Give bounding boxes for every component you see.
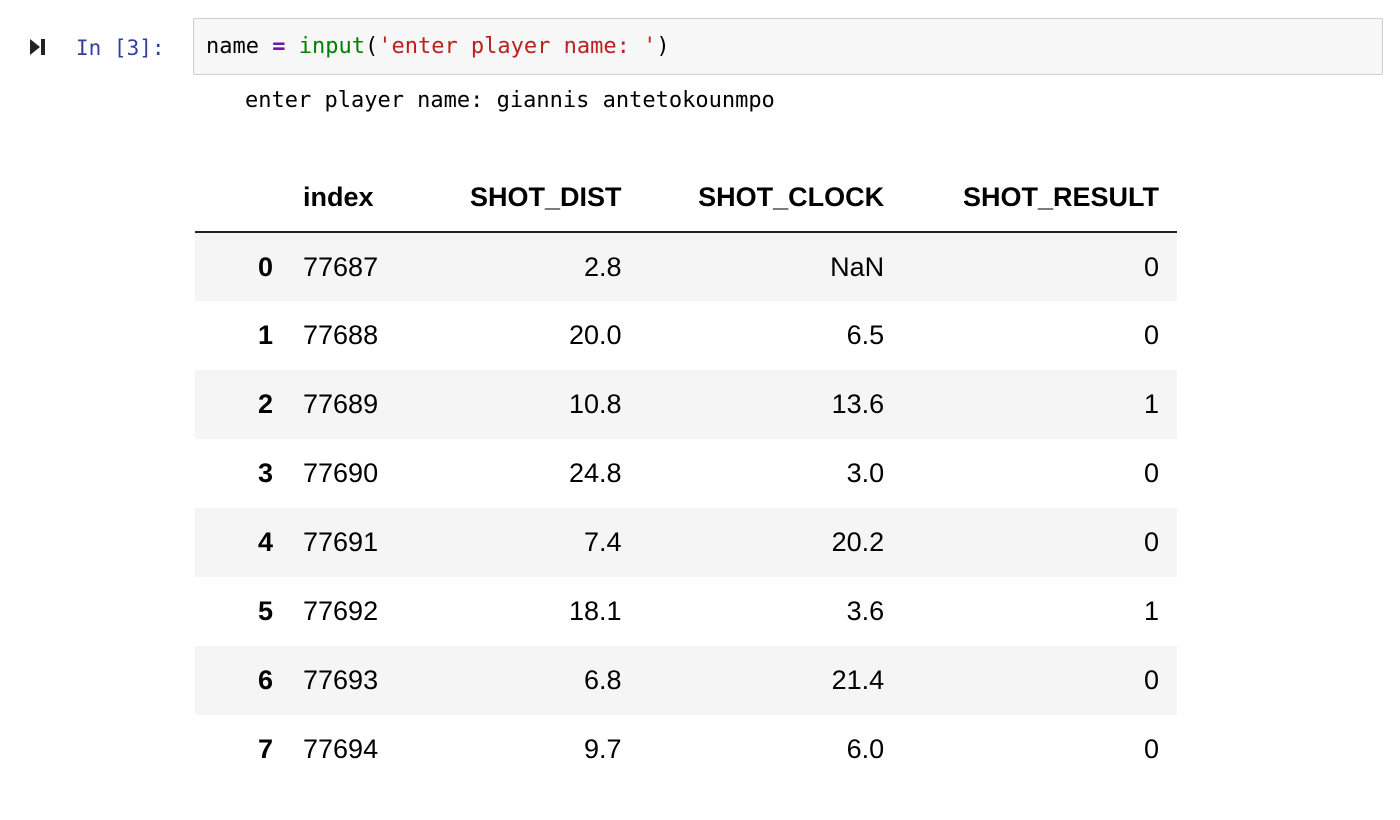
table-cell: 3.0 — [846, 458, 885, 488]
table-cell: 6.5 — [846, 320, 885, 350]
run-cell-icon[interactable] — [27, 36, 49, 58]
table-cell: 20.0 — [568, 320, 622, 350]
table-cell: 18.1 — [568, 596, 622, 626]
code-line: name = input('enter player name: ') — [206, 34, 670, 59]
table-row: 2 77689 10.8 13.6 1 — [195, 370, 1177, 439]
table-row: 1 77688 20.0 6.5 0 — [195, 301, 1177, 370]
column-header-shot-dist: SHOT_DIST — [418, 163, 640, 233]
dataframe-body: 0 77687 2.8 NaN 0 1 77688 20.0 6.5 0 2 7… — [195, 232, 1177, 784]
code-variable: name — [206, 34, 259, 59]
table-row: 0 77687 2.8 NaN 0 — [195, 232, 1177, 301]
table-row: 4 77691 7.4 20.2 0 — [195, 508, 1177, 577]
table-cell: 0 — [1143, 251, 1159, 282]
row-label: 6 — [257, 665, 273, 695]
table-cell: 0 — [1143, 458, 1159, 488]
table-cell: 3.6 — [846, 596, 885, 626]
dataframe-header: index SHOT_DIST SHOT_CLOCK SHOT_RESULT — [195, 163, 1177, 233]
table-cell: 0 — [1143, 734, 1159, 764]
table-cell: 77690 — [303, 458, 379, 488]
table-cell: 6.0 — [846, 734, 885, 764]
table-row: 6 77693 6.8 21.4 0 — [195, 646, 1177, 715]
column-header-shot-result: SHOT_RESULT — [902, 163, 1177, 233]
table-cell: 24.8 — [568, 458, 622, 488]
table-cell: 7.4 — [583, 527, 622, 557]
table-cell: 77693 — [303, 665, 379, 695]
table-cell: 2.8 — [583, 251, 622, 282]
table-cell: 0 — [1143, 665, 1159, 695]
table-cell: 21.4 — [831, 665, 885, 695]
input-prompt: In [3]: — [76, 36, 165, 60]
table-cell: 9.7 — [583, 734, 622, 764]
table-cell: 77688 — [303, 320, 379, 350]
row-label: 2 — [257, 389, 273, 419]
table-cell: 13.6 — [831, 389, 885, 419]
table-cell: 77689 — [303, 389, 379, 419]
column-header-shot-clock: SHOT_CLOCK — [639, 163, 903, 233]
table-row: 3 77690 24.8 3.0 0 — [195, 439, 1177, 508]
dataframe-table: index SHOT_DIST SHOT_CLOCK SHOT_RESULT 0… — [195, 163, 1177, 784]
table-cell: 1 — [1143, 596, 1159, 626]
row-label: 0 — [257, 251, 273, 282]
table-cell: 77691 — [303, 527, 379, 557]
row-label: 1 — [257, 320, 273, 350]
table-cell: 10.8 — [568, 389, 622, 419]
column-header-index: index — [291, 163, 419, 233]
code-string: 'enter player name: ' — [378, 34, 657, 59]
table-cell: 0 — [1143, 527, 1159, 557]
cell-stdout: enter player name: giannis antetokounmpo — [245, 88, 775, 113]
table-cell: 0 — [1143, 320, 1159, 350]
row-label: 5 — [257, 596, 273, 626]
table-cell: 20.2 — [831, 527, 885, 557]
table-row: 7 77694 9.7 6.0 0 — [195, 715, 1177, 784]
table-cell: 6.8 — [583, 665, 622, 695]
table-cell: 77687 — [303, 251, 379, 282]
code-cell-editor[interactable]: name = input('enter player name: ') — [193, 18, 1383, 75]
code-close-paren: ) — [656, 34, 670, 59]
row-label: 4 — [257, 527, 273, 557]
code-operator: = — [272, 34, 286, 59]
corner-cell — [195, 163, 291, 233]
table-row: 5 77692 18.1 3.6 1 — [195, 577, 1177, 646]
table-cell: 77692 — [303, 596, 379, 626]
table-cell: 1 — [1143, 389, 1159, 419]
row-label: 3 — [257, 458, 273, 488]
table-cell: 77694 — [303, 734, 379, 764]
code-open-paren: ( — [364, 34, 379, 59]
row-label: 7 — [257, 734, 273, 764]
header-row: index SHOT_DIST SHOT_CLOCK SHOT_RESULT — [195, 163, 1177, 233]
table-cell: NaN — [830, 251, 885, 282]
code-function: input — [298, 34, 365, 59]
